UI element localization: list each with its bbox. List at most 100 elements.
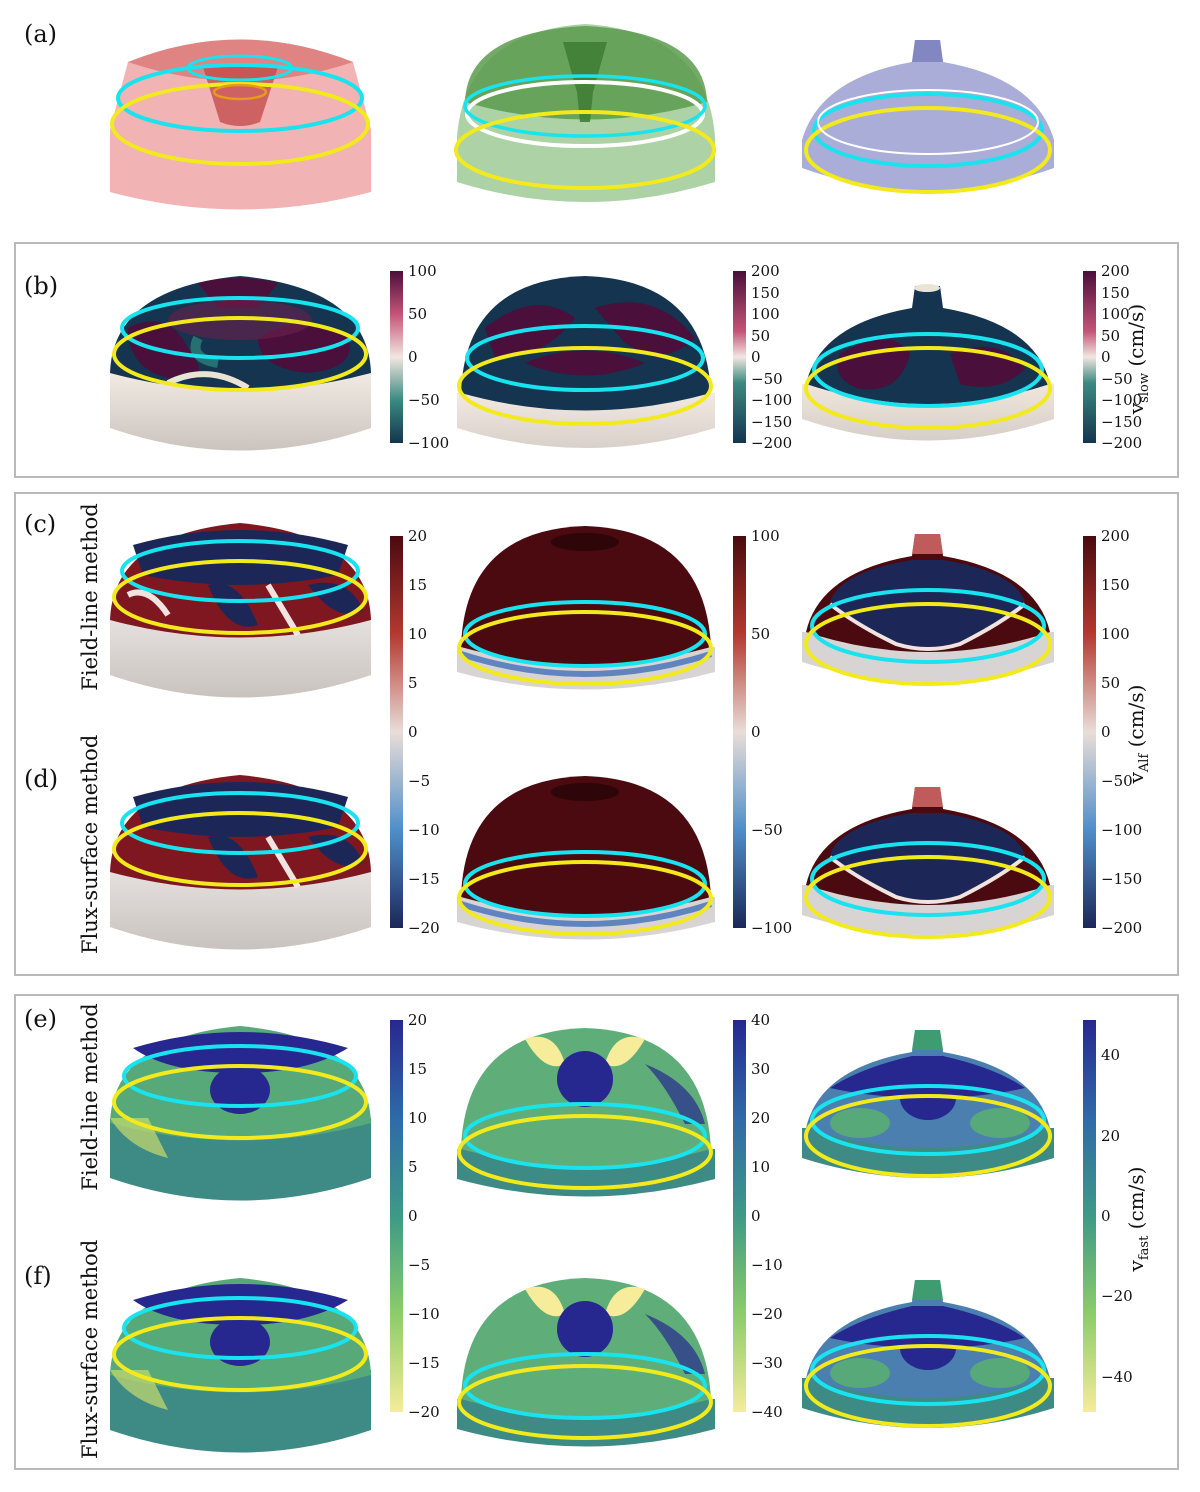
tick-label-ef1-6: −10 [408, 1305, 440, 1323]
shape-d1 [110, 775, 371, 950]
shape-c3 [802, 534, 1054, 686]
colorbar-b3 [1083, 271, 1096, 443]
tick-label-b3-8: −200 [1101, 434, 1143, 452]
shape-e1 [110, 1026, 371, 1201]
panel-label-b: (b) [24, 272, 59, 300]
quantity-label-alf: vAlf (cm/s) [1124, 664, 1152, 804]
tick-label-ef2-3: 10 [751, 1158, 771, 1176]
tick-label-b2-3: 50 [751, 326, 771, 345]
tick-label-ef3-4: −40 [1101, 1367, 1133, 1386]
tick-label-ef3-0: 40 [1101, 1046, 1121, 1065]
shape-e3 [802, 1030, 1054, 1178]
panel-label-e: (e) [24, 1005, 57, 1033]
tick-label-ef3-2: 0 [1101, 1207, 1111, 1225]
tick-label-b3-6: −100 [1101, 391, 1143, 409]
box-ef [14, 994, 1179, 1470]
shape-a2 [454, 24, 716, 202]
tick-label-ef1-3: 5 [408, 1158, 418, 1176]
tick-label-b3-2: 100 [1101, 305, 1130, 323]
tick-label-cd3-7: −150 [1101, 870, 1143, 888]
tick-label-cd3-2: 100 [1101, 625, 1130, 643]
tick-label-b3-5: −50 [1101, 369, 1133, 388]
tick-label-b1-1: 50 [408, 305, 428, 323]
quantity-slow-sub: slow [1137, 373, 1152, 403]
row-label-d: Flux-surface method [78, 734, 102, 954]
tick-label-b2-0: 200 [751, 262, 780, 280]
colorbar-cd3 [1083, 536, 1096, 928]
colorbar-ef3 [1083, 1020, 1096, 1412]
tick-label-cd3-6: −100 [1101, 821, 1143, 839]
shape-b3 [802, 284, 1054, 441]
tick-label-b2-7: −150 [751, 412, 793, 431]
tick-label-cd3-3: 50 [1101, 674, 1121, 692]
quantity-fast-sym: v [1124, 1260, 1148, 1272]
colorbar-b2 [733, 271, 746, 443]
tick-label-b1-3: −50 [408, 391, 440, 409]
quantity-slow-unit: (cm/s) [1124, 303, 1148, 367]
tick-label-cd1-2: 10 [408, 625, 428, 643]
tick-label-b3-3: 50 [1101, 326, 1121, 345]
tick-label-ef1-4: 0 [408, 1207, 418, 1225]
tick-label-b3-4: 0 [1101, 348, 1111, 366]
tick-label-b3-7: −150 [1101, 412, 1143, 431]
tick-label-b1-0: 100 [408, 262, 437, 280]
box-cd [14, 492, 1179, 976]
colorbar-cd2 [733, 536, 746, 928]
tick-label-ef1-1: 15 [408, 1060, 428, 1078]
tick-label-ef2-8: −40 [751, 1403, 783, 1421]
quantity-label-fast: vfast (cm/s) [1124, 1149, 1152, 1289]
tick-label-cd2-4: −100 [751, 919, 793, 937]
shape-b1 [110, 276, 371, 451]
quantity-alf-sub: Alf [1137, 753, 1152, 773]
tick-label-ef2-6: −20 [751, 1305, 783, 1323]
tick-label-cd1-7: −15 [408, 870, 440, 888]
panel-label-d: (d) [24, 765, 59, 793]
colorbar-ef2 [733, 1020, 746, 1412]
tick-label-cd2-2: 0 [751, 723, 761, 741]
shape-f2 [457, 1278, 715, 1447]
shape-c1 [110, 523, 371, 698]
tick-label-ef1-8: −20 [408, 1403, 440, 1421]
tick-label-ef1-2: 10 [408, 1109, 428, 1127]
tick-label-b2-8: −200 [751, 434, 793, 452]
shape-d3 [802, 787, 1054, 939]
tick-label-b2-5: −50 [751, 369, 783, 388]
tick-label-cd3-0: 200 [1101, 527, 1130, 545]
tick-label-cd1-4: 0 [408, 723, 418, 741]
tick-label-ef1-5: −5 [408, 1256, 431, 1274]
shape-f1 [110, 1278, 371, 1453]
tick-label-ef1-7: −15 [408, 1354, 440, 1372]
tick-label-b1-2: 0 [408, 348, 418, 366]
tick-label-b2-4: 0 [751, 348, 761, 366]
tick-label-cd2-1: 50 [751, 625, 771, 643]
tick-label-ef2-5: −10 [751, 1256, 783, 1274]
tick-label-cd1-8: −20 [408, 919, 440, 937]
panel-label-c: (c) [24, 510, 57, 538]
tick-label-ef3-3: −20 [1101, 1287, 1133, 1306]
shape-c2 [457, 526, 715, 690]
row-label-f: Flux-surface method [78, 1239, 102, 1459]
tick-label-ef2-0: 40 [751, 1011, 771, 1029]
quantity-fast-sub: fast [1137, 1235, 1152, 1261]
tick-label-cd2-0: 100 [751, 527, 780, 545]
panel-label-a: (a) [24, 20, 58, 48]
shape-d2 [457, 776, 715, 940]
tick-label-ef2-2: 20 [751, 1109, 771, 1127]
tick-label-cd3-8: −200 [1101, 919, 1143, 937]
tick-label-cd1-1: 15 [408, 576, 428, 594]
tick-label-ef1-0: 20 [408, 1011, 428, 1029]
colorbar-ef1 [390, 1020, 403, 1412]
shape-a3 [802, 40, 1054, 194]
shape-e2 [457, 1028, 715, 1197]
quantity-alf-sym: v [1124, 772, 1148, 784]
box-b [14, 242, 1179, 478]
row-label-e: Field-line method [78, 1003, 102, 1191]
tick-label-ef2-1: 30 [751, 1060, 771, 1078]
shape-a1 [110, 39, 371, 210]
quantity-alf-unit: (cm/s) [1124, 684, 1148, 748]
tick-label-b3-1: 150 [1101, 283, 1130, 302]
tick-label-cd3-4: 0 [1101, 723, 1111, 741]
tick-label-cd3-1: 150 [1101, 576, 1130, 594]
tick-label-ef2-7: −30 [751, 1354, 783, 1372]
row-label-c: Field-line method [78, 503, 102, 691]
